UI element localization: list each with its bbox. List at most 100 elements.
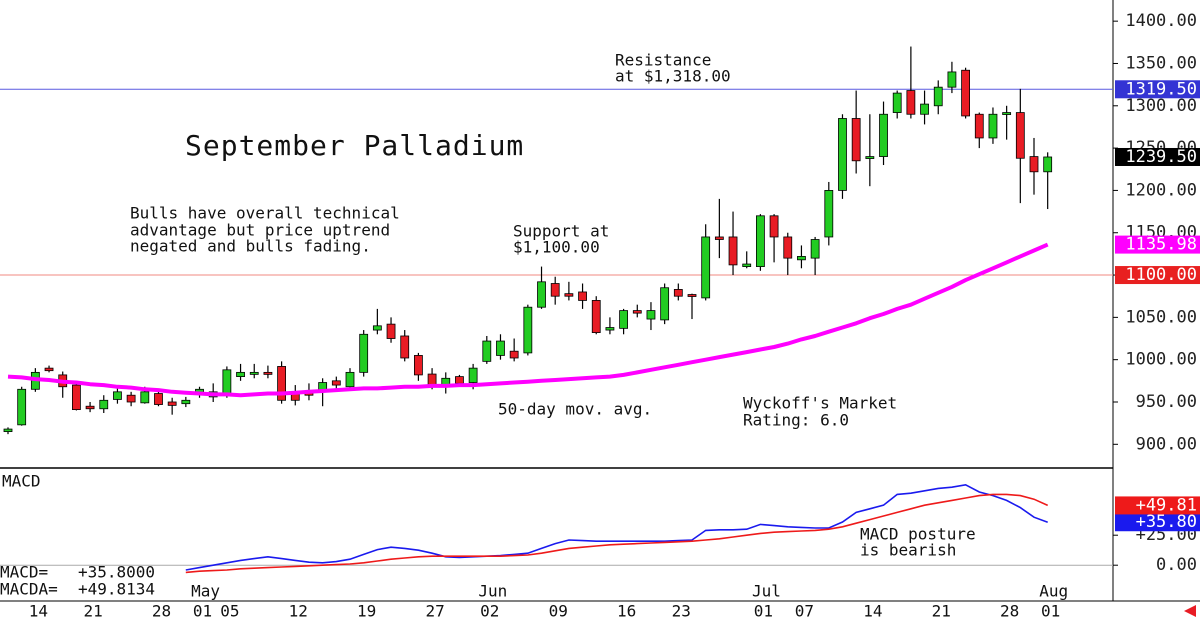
x-tick-label: 01 <box>754 602 773 621</box>
macd-tag-box <box>1115 496 1200 515</box>
candle-body <box>687 294 697 297</box>
candle-body <box>1015 112 1025 159</box>
x-tick-label: 05 <box>220 602 239 621</box>
comment-line: advantage but price uptrend <box>130 221 390 240</box>
candle-body <box>865 156 875 159</box>
candle-body <box>331 380 341 386</box>
macd-line <box>185 493 1049 574</box>
candle-body <box>167 401 177 406</box>
candle-body <box>632 310 642 314</box>
macd-tag-box <box>1115 513 1200 532</box>
candle-body <box>660 287 670 321</box>
candle-body <box>236 371 245 378</box>
moving-average-tag-box <box>1115 235 1200 254</box>
candle-body <box>824 190 834 238</box>
macd-tag: +35.80 <box>1136 512 1197 532</box>
candle-body <box>673 289 683 297</box>
candle-body <box>372 325 382 331</box>
last-close-tag-box <box>1115 147 1200 166</box>
month-label: May <box>191 582 220 601</box>
candle-body <box>468 367 478 383</box>
candle-body <box>974 113 984 139</box>
candle-body <box>742 263 752 267</box>
candle-body <box>947 71 957 88</box>
level-tag-box <box>1115 266 1200 285</box>
candle-body <box>277 366 287 401</box>
candle-body <box>756 215 765 267</box>
rating-note: Rating: 6.0 <box>743 411 849 430</box>
macd-tag: +49.81 <box>1136 495 1197 515</box>
candle-body <box>783 236 793 259</box>
candle-body <box>455 376 464 384</box>
scroll-arrow <box>1184 605 1196 617</box>
macd-y-tick-label: 0.00 <box>1156 555 1197 575</box>
candle-body <box>920 103 929 115</box>
candle-body <box>99 399 109 410</box>
level-tag: 1319.50 <box>1125 79 1197 99</box>
candle-body <box>249 371 259 375</box>
candle-body <box>3 428 13 433</box>
candle-body <box>427 373 437 386</box>
x-tick-label: 01 <box>193 602 212 621</box>
candle-body <box>838 118 847 191</box>
candle-body <box>591 300 601 333</box>
candle-body <box>222 369 232 394</box>
x-tick-label: 28 <box>152 602 171 621</box>
candle-body <box>961 69 970 117</box>
candle-body <box>537 281 546 308</box>
candle-body <box>1002 112 1012 115</box>
candle-body <box>345 371 355 388</box>
macd-line <box>185 483 1048 571</box>
candle-body <box>1029 156 1039 173</box>
candle-body <box>619 310 628 329</box>
candle-body <box>17 388 27 426</box>
moving-average-label: 50-day mov. avg. <box>498 400 652 419</box>
candle-body <box>496 340 505 356</box>
candle-body <box>728 236 738 266</box>
chart-title: September Palladium <box>185 129 524 162</box>
candle-body <box>892 92 902 113</box>
candle-body <box>797 256 806 261</box>
candle-body <box>714 236 724 240</box>
x-tick-label: 19 <box>357 602 376 621</box>
candle-body <box>646 310 656 320</box>
level-tag: 1100.00 <box>1125 265 1197 285</box>
candle-body <box>126 394 136 403</box>
y-tick-label: 1000.00 <box>1125 350 1197 370</box>
candle-body <box>1043 156 1053 173</box>
resistance-note: Resistance <box>615 51 711 70</box>
macd-note: is bearish <box>860 541 956 560</box>
moving-average <box>7 242 1049 398</box>
y-tick-label: 1050.00 <box>1125 307 1197 327</box>
y-tick-label: 1200.00 <box>1125 180 1197 200</box>
x-tick-label: 07 <box>795 602 814 621</box>
candle-body <box>578 291 587 301</box>
macd-title: MACD <box>2 472 41 491</box>
x-tick-label: 21 <box>932 602 951 621</box>
candle-body <box>72 384 81 411</box>
candle-body <box>400 335 410 359</box>
x-tick-label: 27 <box>425 602 444 621</box>
y-tick-label: 950.00 <box>1136 392 1197 412</box>
last-close-tag: 1239.50 <box>1125 147 1197 167</box>
candle-body <box>564 293 574 297</box>
readout-name: MACD= <box>0 563 48 582</box>
comment-line: negated and bulls fading. <box>130 237 371 256</box>
y-tick-label: 1400.00 <box>1125 11 1197 31</box>
candle-body <box>263 371 273 375</box>
support-note: Support at <box>513 222 609 241</box>
candle-body <box>906 90 916 115</box>
y-tick-label: 1300.00 <box>1125 96 1197 116</box>
y-tick-label: 900.00 <box>1136 434 1197 454</box>
readout-value: +49.8134 <box>78 580 155 599</box>
x-tick-label: 23 <box>672 602 691 621</box>
x-tick-label: 16 <box>617 602 636 621</box>
x-tick-label: 02 <box>480 602 499 621</box>
x-tick-label: 12 <box>289 602 308 621</box>
candle-body <box>154 393 163 405</box>
readout-value: +35.8000 <box>78 563 155 582</box>
candle-body <box>701 236 711 299</box>
macd-note: MACD posture <box>860 525 976 544</box>
